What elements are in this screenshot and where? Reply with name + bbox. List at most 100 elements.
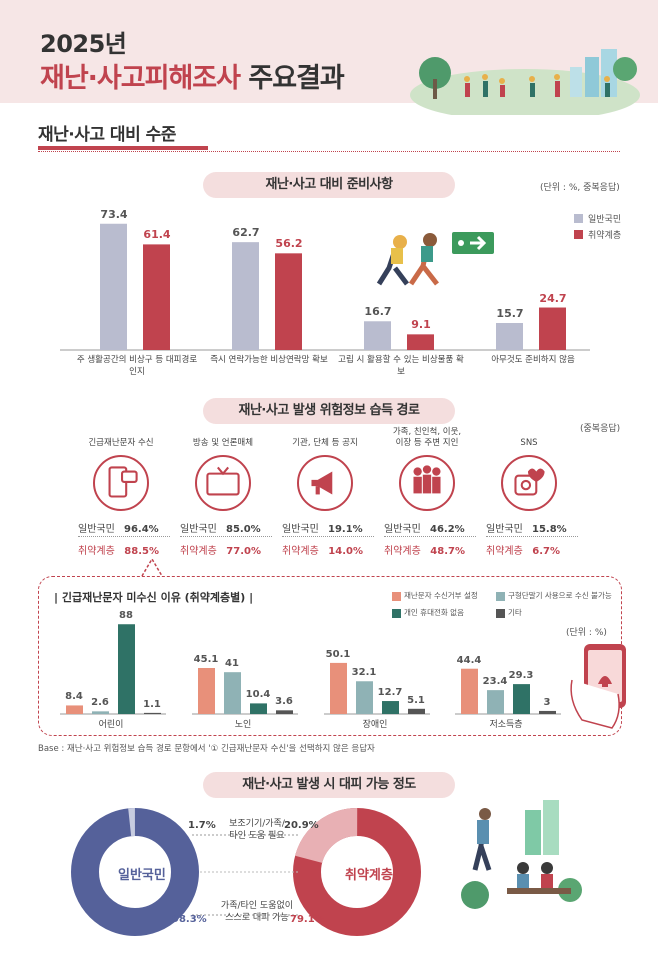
reason-value-2-3: 5.1	[407, 694, 425, 706]
source-vulnerable-row-0: 취약계층 88.5%	[78, 542, 178, 557]
people-group-icon	[413, 465, 441, 494]
source-vulnerable-row-1: 취약계층 77.0%	[180, 542, 280, 557]
donut-vulnerable-help-value: 20.9%	[284, 820, 319, 831]
chart1-bar-0-1	[143, 244, 170, 350]
donut-general-self-value: 98.3%	[172, 914, 207, 925]
self-evacuate-label-line1: 가족/타인 도움없이	[220, 901, 294, 911]
source-row-divider-2	[282, 536, 374, 537]
reason-value-3-1: 23.4	[482, 676, 508, 688]
source-general-row-0: 일반국민 96.4%	[78, 520, 178, 535]
source-general-label: 일반국민	[486, 524, 523, 535]
reason-legend-label-1: 구형단말기 사용으로 수신 불가능	[508, 591, 612, 600]
park-people-illustration	[410, 49, 640, 115]
reason-value-3-3: 3	[543, 696, 551, 708]
source-vulnerable-label: 취약계층	[384, 546, 421, 557]
chart1-bar-3-0	[496, 322, 523, 350]
source-general-value: 46.2%	[430, 524, 465, 535]
reason-group-label-2: 장애인	[362, 720, 388, 730]
donut-vulnerable-center-label: 취약계층	[345, 868, 393, 883]
source-general-row-1: 일반국민 85.0%	[180, 520, 280, 535]
legend-general-swatch	[574, 214, 583, 223]
reason-group-label-1: 노인	[234, 720, 252, 730]
report-year: 2025년	[40, 30, 127, 58]
source-label-3: 가족, 친인척, 이웃, 이장 등 주변 지인	[372, 427, 482, 449]
chart1-category-3: 아무것도 준비하지 않음	[491, 355, 575, 365]
bench-people-illustration	[461, 800, 582, 909]
reasons-unit: (단위 : %)	[566, 628, 607, 638]
chart1-value-3-0: 15.7	[496, 306, 524, 320]
donut-1-help-arc	[293, 808, 421, 936]
source-vulnerable-value: 88.5%	[124, 546, 159, 557]
reason-bar-0-0	[66, 705, 83, 714]
source-vulnerable-value: 14.0%	[328, 546, 363, 557]
base-note: Base : 재난·사고 위험정보 습득 경로 문항에서 '① 긴급재난문자 수…	[38, 744, 375, 754]
reason-bar-1-3	[276, 710, 293, 714]
reason-legend-label-2: 개인 휴대전화 없음	[404, 608, 464, 617]
preparedness-bar-chart	[60, 223, 590, 351]
callout-pointer	[141, 557, 163, 577]
chart1-value-2-0: 16.7	[364, 305, 392, 319]
source-vulnerable-row-3: 취약계층 48.7%	[384, 542, 484, 557]
source-icon-circle-1	[195, 455, 251, 511]
reason-legend-swatch-3	[496, 609, 505, 618]
page-title: 재난·사고피해조사 주요결과	[40, 56, 345, 95]
reason-value-2-2: 12.7	[377, 687, 403, 699]
chart1-value-1-1: 56.2	[275, 237, 303, 251]
help-needed-label-line1: 보조기기/가족/	[229, 819, 285, 829]
legend-vulnerable-swatch	[574, 230, 583, 239]
source-vulnerable-value: 48.7%	[430, 546, 465, 557]
source-general-row-4: 일반국민 15.8%	[486, 520, 586, 535]
donut-general-help-value: 1.7%	[188, 820, 216, 831]
donut-0-self-arc	[71, 808, 199, 936]
source-vulnerable-row-2: 취약계층 14.0%	[282, 542, 382, 557]
reason-value-0-2: 88	[119, 610, 133, 622]
chart1-unit: (단위 : %, 중복응답)	[540, 183, 620, 193]
reason-value-1-2: 10.4	[245, 689, 271, 701]
source-vulnerable-label: 취약계층	[180, 546, 217, 557]
reason-bar-1-2	[250, 703, 267, 714]
chart1-category-2: 고립 시 활용할 수 있는 비상물품 확보	[338, 355, 464, 377]
source-row-divider-1	[180, 536, 272, 537]
source-general-row-3: 일반국민 46.2%	[384, 520, 484, 535]
self-evacuate-label: 가족/타인 도움없이 스스로 대피 가능	[212, 900, 302, 924]
page-title-main: 재난·사고피해조사	[40, 63, 241, 94]
source-icon-circle-3	[399, 455, 455, 511]
source-general-label: 일반국민	[384, 524, 421, 535]
section-title: 재난·사고 대비 수준	[38, 125, 176, 145]
reason-bar-0-2	[118, 624, 135, 714]
tv-icon	[206, 466, 240, 496]
reason-value-2-0: 50.1	[325, 648, 351, 660]
source-row-divider-0	[78, 536, 170, 537]
source-general-value: 19.1%	[328, 524, 363, 535]
source-vulnerable-label: 취약계층	[282, 546, 319, 557]
reason-value-1-3: 3.6	[275, 696, 293, 708]
section-divider	[38, 151, 620, 152]
help-needed-label: 보조기기/가족/ 타인 도움 필요	[212, 818, 302, 842]
chart1-category-0: 주 생활공간의 비상구 등 대피경로 인지	[76, 355, 198, 377]
reason-value-3-2: 29.3	[508, 670, 534, 682]
source-general-value: 85.0%	[226, 524, 261, 535]
chart1-value-2-1: 9.1	[411, 318, 431, 332]
source-label-2: 기관, 단체 등 공지	[292, 438, 358, 448]
reason-legend-swatch-1	[496, 592, 505, 601]
chart1-category-1: 즉시 연락가능한 비상연락망 확보	[210, 355, 328, 365]
section-underline	[38, 146, 208, 150]
reason-group-label-3: 저소득층	[489, 720, 523, 730]
source-label-1: 방송 및 언론매체	[192, 438, 254, 448]
chart1-bar-3-1	[539, 307, 566, 350]
reason-value-0-1: 2.6	[91, 697, 109, 709]
help-needed-label-line2: 타인 도움 필요	[229, 831, 285, 841]
donut-vulnerable-self-value: 79.1%	[290, 914, 325, 925]
reason-bar-2-2	[382, 701, 399, 714]
reason-bar-3-0	[461, 668, 478, 714]
chart3-title-pill: 재난·사고 발생 시 대피 가능 정도	[203, 772, 455, 798]
donut-general-center-label: 일반국민	[118, 868, 166, 883]
source-vulnerable-row-4: 취약계층 6.7%	[486, 542, 586, 557]
source-general-row-2: 일반국민 19.1%	[282, 520, 382, 535]
source-icon-circle-2	[297, 455, 353, 511]
reason-bar-3-1	[487, 690, 504, 714]
source-general-label: 일반국민	[282, 524, 319, 535]
source-icon-circle-4	[501, 455, 557, 511]
source-label-3-line2: 이장 등 주변 지인	[395, 438, 459, 448]
chart1-bar-2-0	[364, 321, 391, 350]
